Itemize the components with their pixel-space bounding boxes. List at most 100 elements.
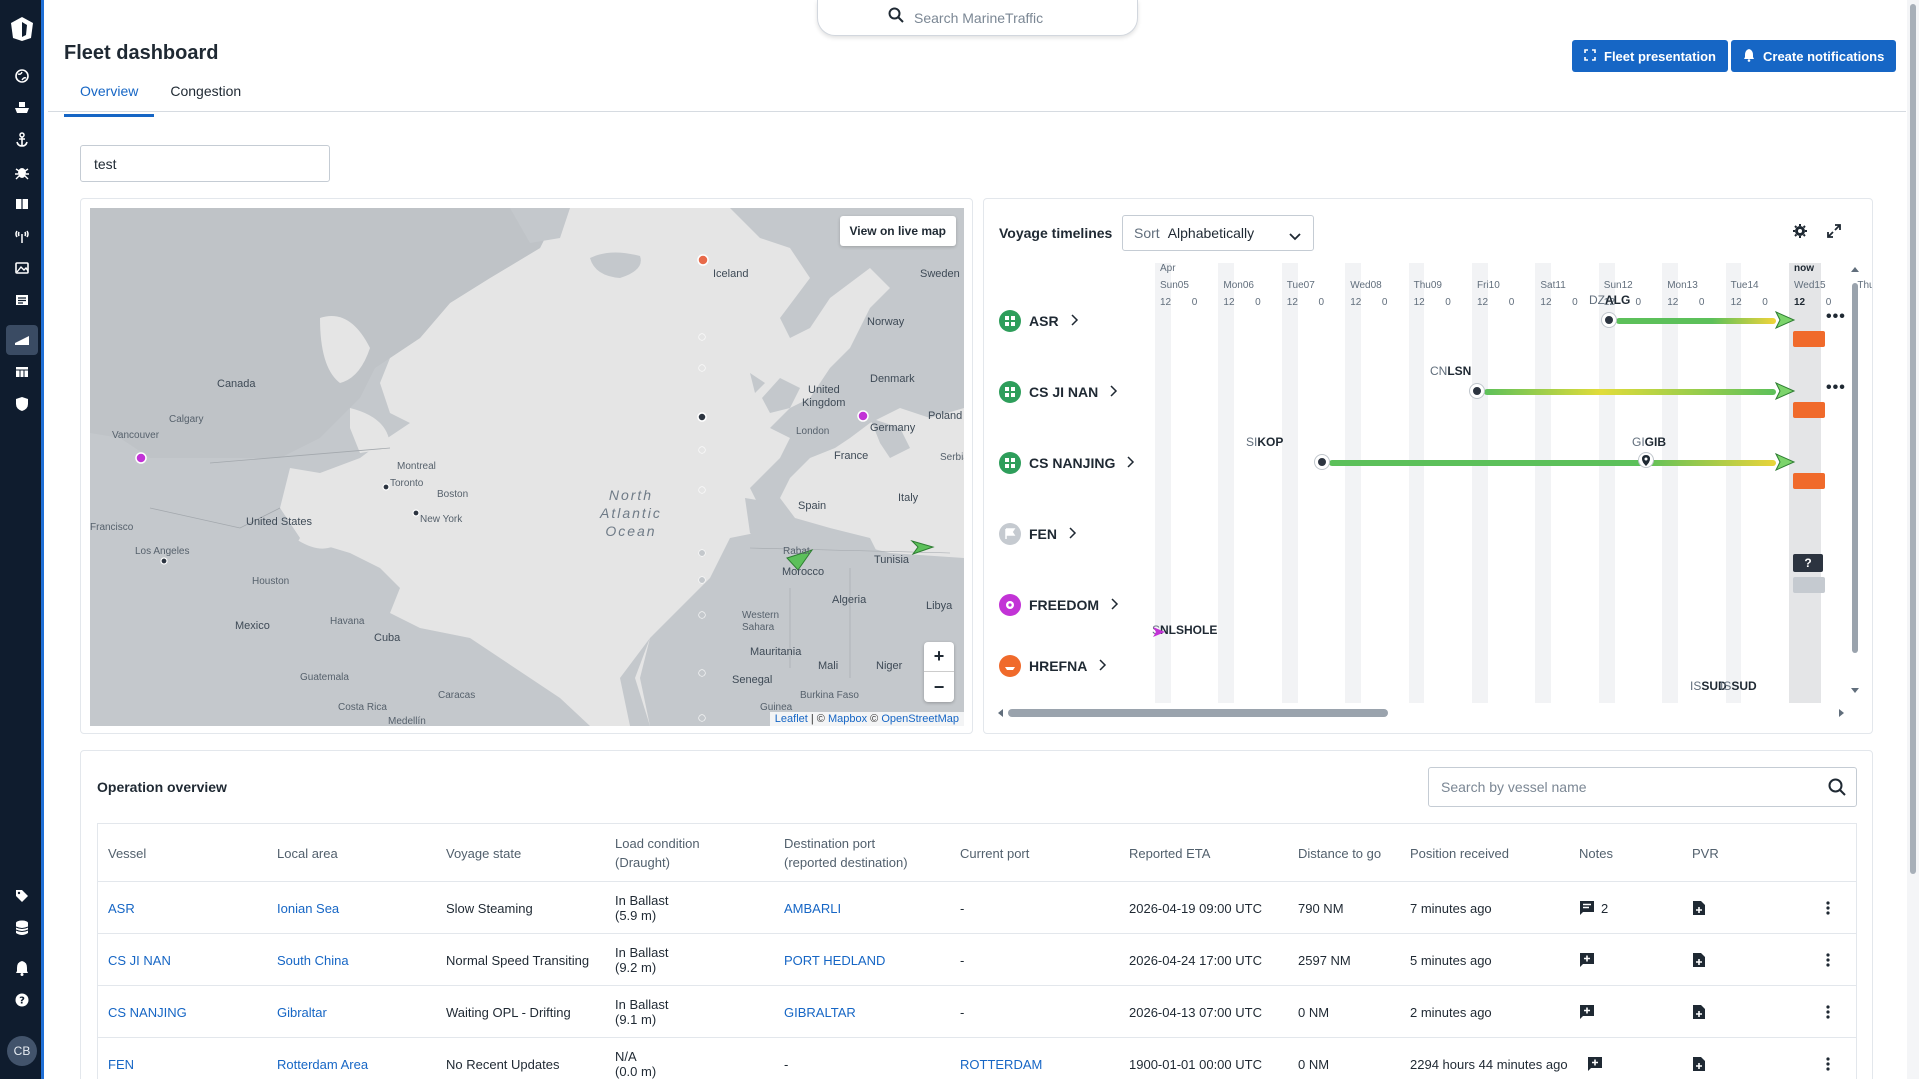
vessel-search-placeholder: Search by vessel name	[1441, 779, 1587, 795]
fleet-presentation-button[interactable]: Fleet presentation	[1572, 40, 1728, 72]
column-header[interactable]: Destination port (reported destination)	[784, 824, 908, 882]
vessel-link[interactable]: CS JI NAN	[108, 952, 171, 968]
chevron-right-icon	[1127, 455, 1135, 471]
table-icon[interactable]	[12, 362, 32, 382]
notes-count-button[interactable]: 2	[1579, 882, 1608, 934]
column-header[interactable]: Voyage state	[446, 824, 521, 882]
add-note-button[interactable]	[1579, 986, 1595, 1038]
column-header[interactable]: Current port	[960, 824, 1029, 882]
search-icon[interactable]	[1828, 778, 1846, 799]
row-menu-icon[interactable]	[1826, 934, 1830, 986]
tab-congestion[interactable]: Congestion	[170, 83, 242, 99]
newspaper-icon[interactable]	[12, 290, 32, 310]
timeline-vessel-fen[interactable]: FEN	[999, 523, 1077, 545]
bell-icon[interactable]	[12, 958, 32, 978]
column-header[interactable]: Position received	[1410, 824, 1509, 882]
pvr-button[interactable]	[1692, 986, 1706, 1038]
table-row[interactable]: CS JI NAN South China Normal Speed Transit…	[98, 934, 1856, 986]
leaflet-link[interactable]: Leaflet	[774, 713, 808, 725]
map-label: Houston	[252, 576, 290, 587]
page-scroll-thumb[interactable]	[1910, 4, 1916, 874]
current-port[interactable]: ROTTERDAM	[960, 1056, 1043, 1072]
fleet-dashboard-icon[interactable]	[6, 325, 38, 355]
tag-icon[interactable]	[12, 886, 32, 906]
global-search[interactable]: Search MarineTraffic	[817, 0, 1138, 36]
page-vertical-scrollbar[interactable]	[1907, 0, 1919, 1079]
mapbox-link[interactable]: Mapbox	[827, 713, 868, 725]
vessel-link[interactable]: CS NANJING	[108, 1004, 187, 1020]
more-options-icon[interactable]: •••	[1826, 308, 1846, 325]
database-icon[interactable]	[12, 918, 32, 938]
local-area-link[interactable]: South China	[277, 952, 349, 968]
row-menu-icon[interactable]	[1826, 882, 1830, 934]
table-row[interactable]: CS NANJING Gibraltar Waiting OPL - Driftin…	[98, 986, 1856, 1038]
timeline-vessel-cs-nanjing[interactable]: CS NANJING	[999, 452, 1135, 474]
timeline-vessel-freedom[interactable]: FREEDOM	[999, 594, 1119, 616]
pvr-button[interactable]	[1692, 1038, 1706, 1079]
map-label: New York	[420, 514, 463, 525]
local-area-link[interactable]: Rotterdam Area	[277, 1056, 369, 1072]
osm-link[interactable]: OpenStreetMap	[881, 713, 959, 725]
timeline-vscroll-thumb[interactable]	[1852, 283, 1858, 653]
timeline-horizontal-scrollbar[interactable]	[996, 707, 1844, 717]
local-area-link[interactable]: Ionian Sea	[277, 900, 340, 916]
column-header[interactable]: Local area	[277, 824, 338, 882]
fleet-map[interactable]: North Atlantic Ocean Iceland Sweden Norway…	[90, 208, 964, 726]
help-icon[interactable]: ?	[12, 990, 32, 1010]
expand-icon[interactable]	[1826, 223, 1842, 244]
create-notifications-button[interactable]: Create notifications	[1731, 40, 1897, 72]
column-header[interactable]: Distance to go	[1298, 824, 1381, 882]
zoom-in-button[interactable]: +	[924, 642, 954, 672]
bug-icon[interactable]	[12, 162, 32, 182]
row-menu-icon[interactable]	[1826, 1038, 1830, 1079]
column-header[interactable]: Notes	[1579, 824, 1613, 882]
load-condition: In Ballast (9.1 m)	[615, 986, 668, 1038]
timeline-vessel-asr[interactable]: ASR	[999, 310, 1079, 332]
column-header-label: Vessel	[108, 845, 147, 861]
sort-select[interactable]: Sort Alphabetically	[1122, 215, 1314, 251]
timeline-vessel-cs-ji-nan[interactable]: CS JI NAN	[999, 381, 1118, 403]
marinetraffic-logo-icon[interactable]	[9, 16, 35, 42]
zoom-out-button[interactable]: −	[933, 676, 945, 697]
ship-icon[interactable]	[12, 98, 32, 118]
timeline-hscroll-thumb[interactable]	[1008, 709, 1388, 717]
timeline-vertical-scrollbar[interactable]	[1850, 265, 1860, 707]
vessel-link[interactable]: FEN	[108, 1056, 134, 1072]
add-note-button[interactable]	[1579, 934, 1595, 986]
row-menu-icon[interactable]	[1826, 986, 1830, 1038]
book-icon[interactable]	[12, 194, 32, 214]
destination-port[interactable]: PORT HEDLAND	[784, 952, 886, 968]
gear-icon[interactable]	[1792, 223, 1808, 244]
column-header[interactable]: Load condition (Draught)	[615, 824, 700, 882]
map-label: London	[796, 426, 830, 437]
column-header[interactable]: Reported ETA	[1129, 824, 1210, 882]
more-options-icon[interactable]: •••	[1826, 379, 1846, 396]
globe-icon[interactable]	[12, 66, 32, 86]
timeline-vessel-hrefna[interactable]: HREFNA	[999, 655, 1107, 677]
timeline-hour-label: 0	[1318, 297, 1325, 308]
shield-icon[interactable]	[12, 394, 32, 414]
gear-icon	[999, 594, 1021, 616]
antenna-icon[interactable]	[12, 226, 32, 246]
photo-gallery-icon[interactable]	[12, 258, 32, 278]
view-on-live-map-button[interactable]: View on live map	[839, 216, 956, 246]
vessel-search-input[interactable]: Search by vessel name	[1428, 767, 1857, 807]
table-row[interactable]: ASR Ionian Sea Slow Steaming In Ballast (5.9…	[98, 882, 1856, 934]
map-label: Spain	[798, 500, 827, 512]
column-header[interactable]: PVR	[1692, 824, 1719, 882]
destination-port[interactable]: AMBARLI	[784, 900, 842, 916]
pvr-button[interactable]	[1692, 934, 1706, 986]
table-row[interactable]: FEN Rotterdam Area No Recent Updates N/A (0.…	[98, 1038, 1856, 1079]
column-header[interactable]: Vessel	[108, 824, 146, 882]
local-area-link[interactable]: Gibraltar	[277, 1004, 327, 1020]
vessel-link[interactable]: ASR	[108, 900, 135, 916]
voyage-timelines-card: Voyage timelines Sort Alphabetically Apr…	[983, 198, 1873, 734]
fleet-filter-input[interactable]: test	[80, 145, 330, 182]
anchor-icon[interactable]	[12, 130, 32, 150]
pvr-button[interactable]	[1692, 882, 1706, 934]
add-note-button[interactable]	[1587, 1038, 1603, 1079]
destination-port[interactable]: GIBRALTAR	[784, 1004, 856, 1020]
user-avatar[interactable]: CB	[7, 1036, 37, 1066]
tab-overview[interactable]: Overview	[64, 80, 155, 117]
map-label: Morocco	[782, 566, 825, 578]
